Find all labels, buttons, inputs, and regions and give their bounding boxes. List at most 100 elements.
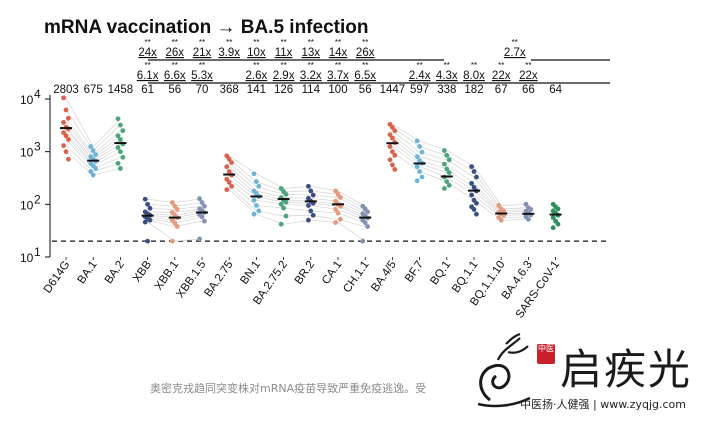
data-point <box>278 221 284 227</box>
data-point <box>526 216 531 222</box>
data-point <box>63 149 69 155</box>
paired-line <box>256 205 284 209</box>
fold-change-annotations: **24x**26x**21x**3.9x**10x**11x**13x**14… <box>137 38 538 82</box>
paired-line <box>93 157 121 169</box>
paired-line <box>256 185 284 195</box>
data-point <box>63 133 69 139</box>
data-point <box>283 199 289 205</box>
data-point <box>365 224 370 229</box>
paired-line <box>174 216 203 224</box>
data-point <box>414 164 420 170</box>
paired-line <box>392 134 420 158</box>
fold-change-label: 8.0x <box>463 70 485 82</box>
paired-line <box>473 166 502 206</box>
paired-line <box>256 181 284 192</box>
paired-line <box>337 190 366 207</box>
data-point <box>469 192 474 198</box>
significance-stars: ** <box>172 38 178 47</box>
data-point <box>256 183 262 189</box>
data-point <box>142 219 148 225</box>
data-point <box>362 220 368 225</box>
fold-change-label: 4.3x <box>436 70 458 82</box>
data-point <box>199 214 205 220</box>
data-point <box>338 216 343 222</box>
y-tick-label: 10 <box>20 146 34 160</box>
data-point <box>417 169 422 174</box>
gmt-label: 56 <box>168 84 181 96</box>
significance-stars: ** <box>335 61 341 70</box>
data-point <box>446 157 452 163</box>
gmt-label: 61 <box>141 84 154 96</box>
data-point <box>417 144 422 149</box>
paired-line <box>446 176 475 196</box>
data-point <box>93 152 98 157</box>
data-point <box>306 203 311 208</box>
y-tick-label: 10 <box>20 251 34 265</box>
y-tick-label: 10 <box>20 198 34 212</box>
paired-line <box>93 168 121 176</box>
paired-line <box>93 151 121 167</box>
watermark-name: 启疾光 <box>560 345 693 394</box>
fold-change-label: 14x <box>329 47 348 59</box>
gmt-label: 70 <box>196 84 209 96</box>
gmt-label: 114 <box>302 84 321 96</box>
data-point <box>442 186 447 191</box>
significance-stars: ** <box>253 38 259 47</box>
data-point <box>229 160 235 166</box>
data-point <box>387 144 393 149</box>
data-point <box>469 180 474 186</box>
data-point <box>145 201 151 207</box>
x-tick-label: BA.1 <box>76 259 100 286</box>
data-point <box>90 172 96 178</box>
significance-stars: ** <box>498 61 504 70</box>
data-point <box>61 119 66 125</box>
gmt-label: 56 <box>359 84 372 96</box>
y-tick-label: 10 <box>20 93 34 107</box>
fold-change-label: 26x <box>166 47 185 59</box>
paired-line <box>392 142 420 164</box>
figure-caption: 奥密克戎趋同突变株对mRNA疫苗导致严重免疫逃逸。受 <box>150 382 427 395</box>
paired-line <box>65 109 94 151</box>
paired-line <box>419 163 447 173</box>
data-point <box>444 152 450 158</box>
data-point <box>88 144 94 149</box>
data-point <box>474 174 479 180</box>
paired-line <box>419 146 447 156</box>
data-point <box>283 191 289 197</box>
data-point <box>360 238 366 244</box>
paired-line <box>473 190 502 216</box>
x-tick-label: XBB <box>131 259 154 285</box>
gmt-label: 100 <box>328 84 347 96</box>
data-point <box>387 157 393 163</box>
fold-change-label: 2.7x <box>504 47 526 59</box>
data-point <box>392 167 398 172</box>
data-point <box>256 208 262 214</box>
fold-change-label: 10x <box>247 47 266 59</box>
gmt-markers <box>60 127 562 219</box>
watermark-subtitle: 中医扬·人健强 | www.zyqjg.com <box>520 398 686 411</box>
data-point <box>202 218 207 224</box>
gmt-label: 67 <box>495 84 508 96</box>
paired-line <box>228 189 257 215</box>
y-tick-exponent: 4 <box>34 87 41 101</box>
fold-change-label: 22x <box>492 70 511 82</box>
significance-stars: ** <box>471 61 477 70</box>
data-point <box>226 180 232 185</box>
data-point <box>251 197 257 203</box>
data-point <box>550 225 556 231</box>
fold-change-label: 6.1x <box>137 70 159 82</box>
data-point <box>474 200 479 206</box>
data-point <box>555 221 561 227</box>
fold-change-label: 13x <box>302 47 321 59</box>
gmt-label: 126 <box>274 84 293 96</box>
significance-stars: ** <box>280 61 286 70</box>
data-point <box>306 217 311 223</box>
data-point <box>387 132 393 138</box>
data-point <box>224 187 230 193</box>
paired-line <box>446 159 475 178</box>
paired-line <box>337 218 366 227</box>
data-point <box>66 137 71 142</box>
comparison-brackets <box>148 59 610 84</box>
fold-change-label: 2.6x <box>246 70 268 82</box>
